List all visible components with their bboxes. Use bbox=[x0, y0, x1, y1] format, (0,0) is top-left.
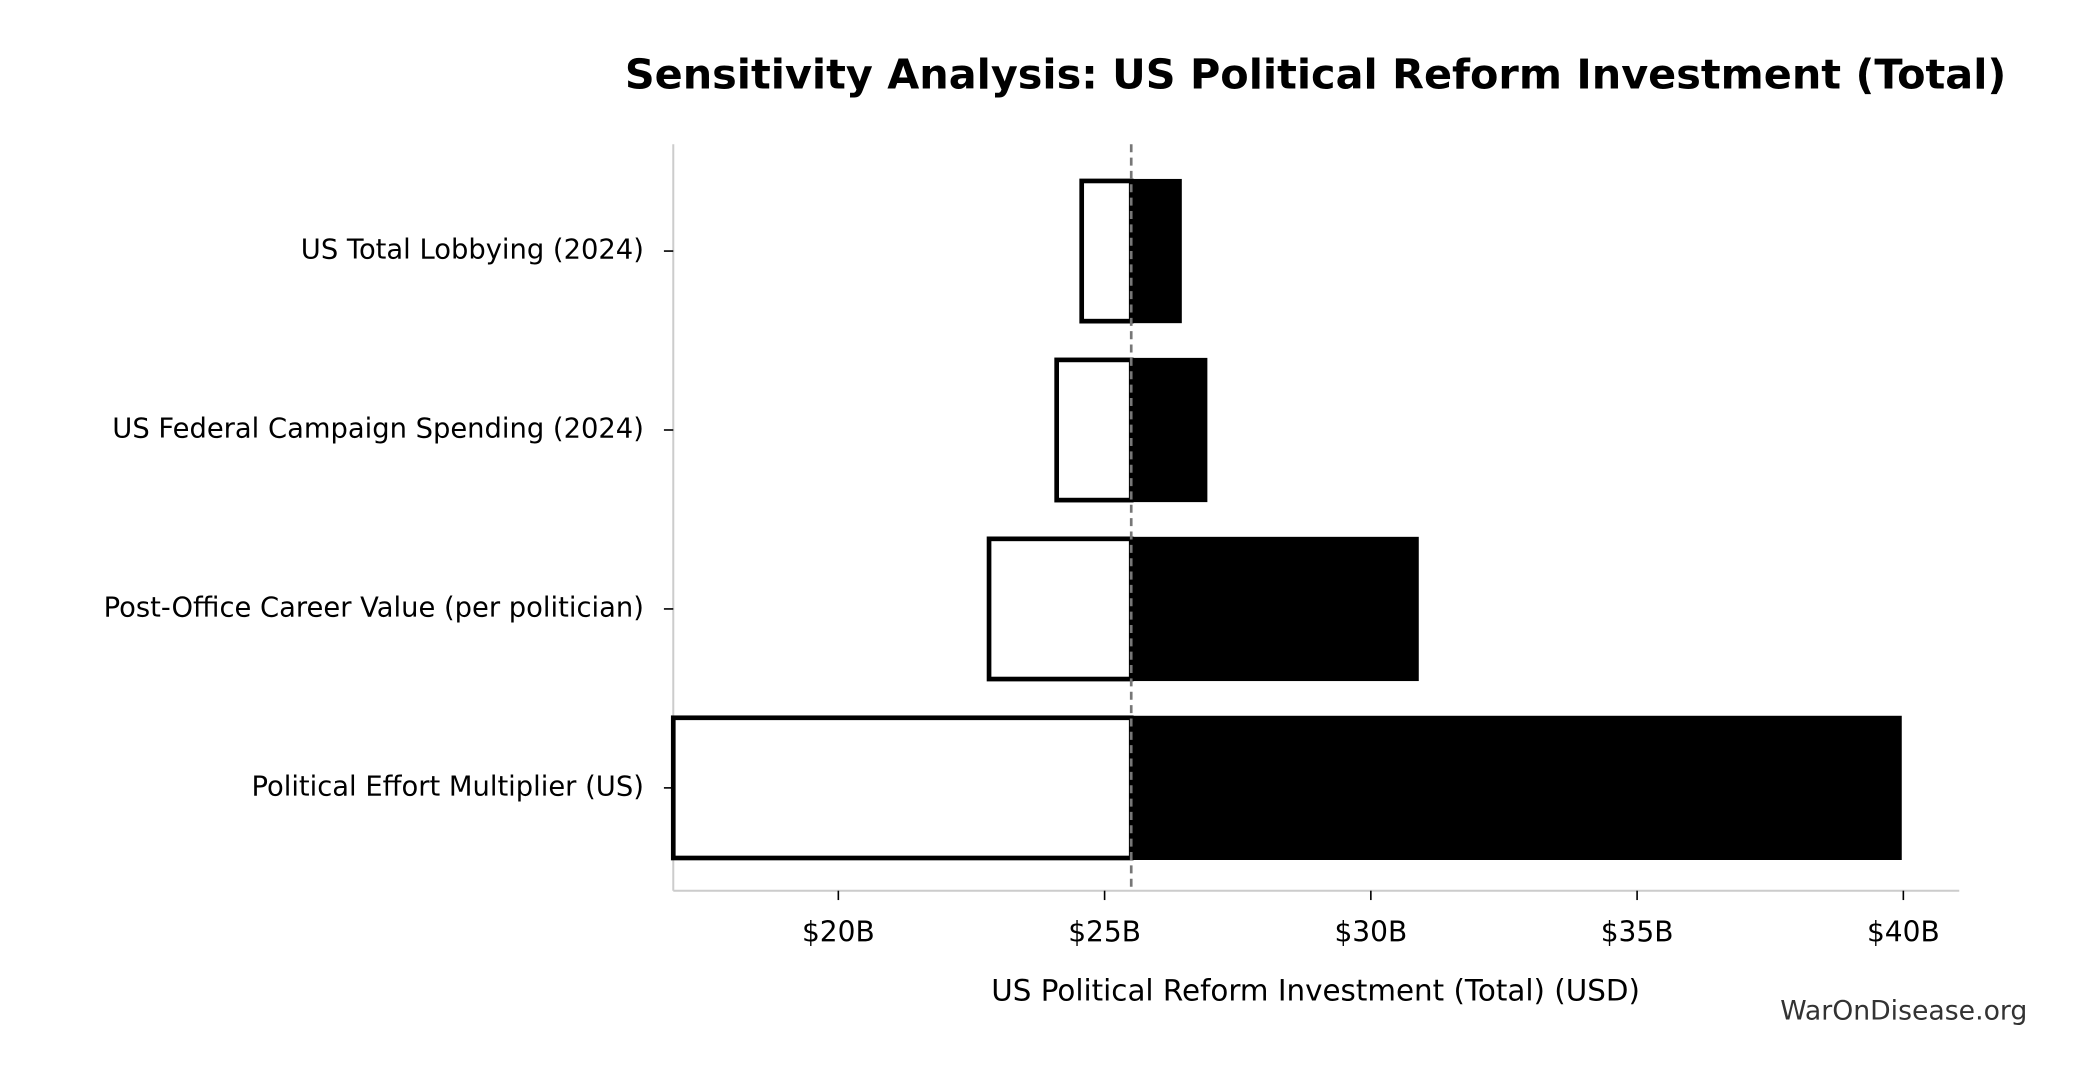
y-tick-label: US Federal Campaign Spending (2024) bbox=[112, 414, 644, 445]
high-bar bbox=[1131, 536, 1419, 682]
x-tick-label: $25B bbox=[1068, 915, 1141, 948]
high-bar bbox=[1131, 178, 1182, 324]
chart-title: Sensitivity Analysis: US Political Refor… bbox=[625, 50, 2006, 98]
y-tick-label: Post-Office Career Value (per politician… bbox=[104, 592, 644, 623]
y-tick-label: US Total Lobbying (2024) bbox=[301, 235, 644, 266]
x-tick-label: $35B bbox=[1601, 915, 1674, 948]
low-bar bbox=[1079, 178, 1134, 324]
low-bar bbox=[1054, 357, 1134, 503]
x-tick-label: $40B bbox=[1867, 915, 1940, 948]
watermark: WarOnDisease.org bbox=[1780, 996, 2027, 1027]
high-bar bbox=[1131, 715, 1902, 860]
low-bar bbox=[670, 715, 1134, 861]
x-axis-label: US Political Reform Investment (Total) (… bbox=[991, 974, 1640, 1008]
high-bar bbox=[1131, 357, 1208, 503]
y-tick-label: Political Effort Multiplier (US) bbox=[251, 771, 643, 802]
x-tick-label: $30B bbox=[1334, 915, 1407, 948]
low-bar bbox=[986, 536, 1134, 682]
x-tick-label: $20B bbox=[802, 915, 875, 948]
